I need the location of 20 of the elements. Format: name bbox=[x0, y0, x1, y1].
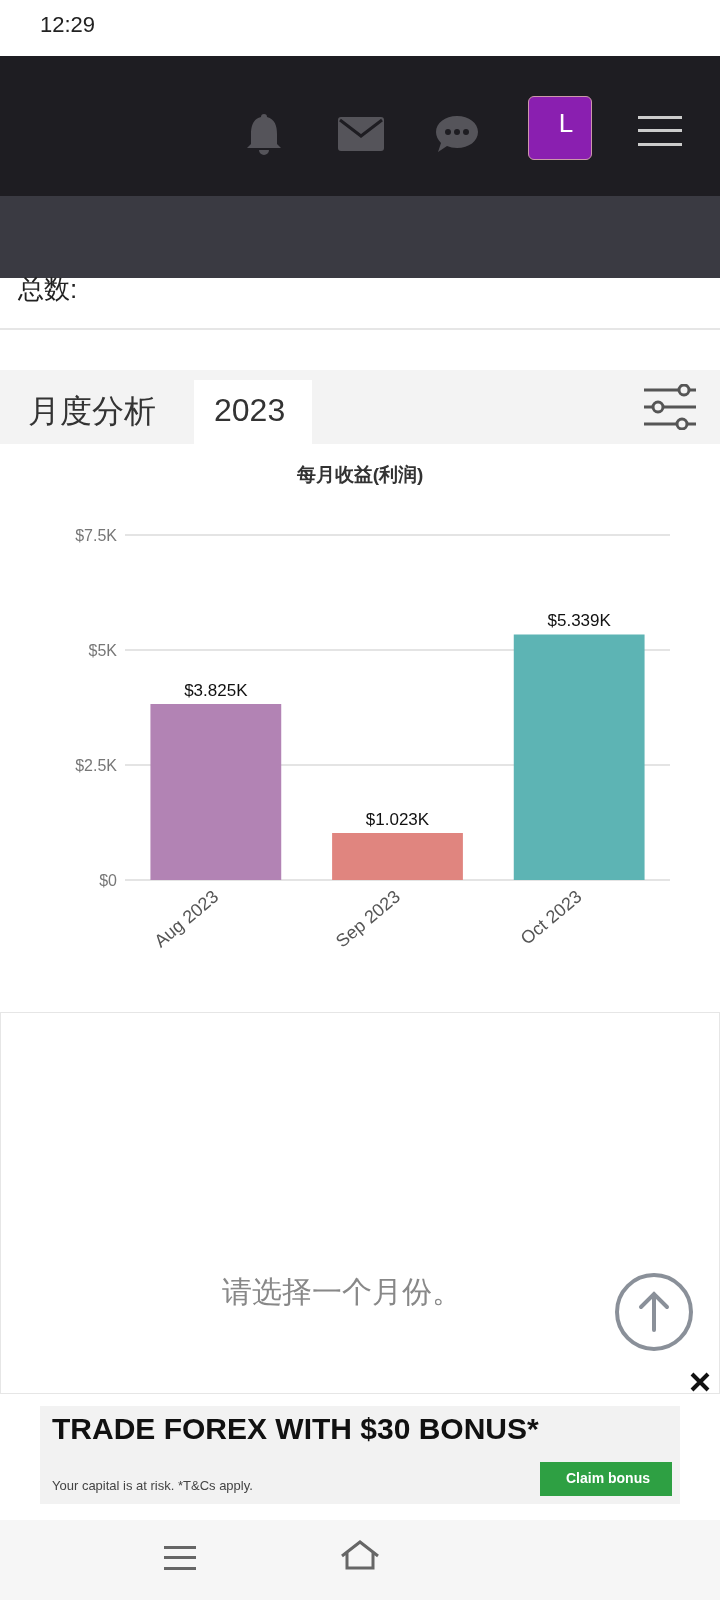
bar bbox=[332, 832, 463, 880]
text: Claim bonus bbox=[565, 1470, 651, 1486]
y-tick-label: $5K bbox=[88, 641, 118, 659]
data-label: $5.339K bbox=[547, 611, 612, 631]
y-tick-label: $2.5K bbox=[75, 756, 118, 774]
text: TRADE FOREX WITH $30 BONUS* bbox=[52, 1412, 539, 1446]
text: 请选择一个月份。 bbox=[222, 1274, 462, 1310]
data-label: $3.825K bbox=[184, 681, 249, 701]
text: 2023 bbox=[214, 392, 286, 429]
text: Your capital is at risk. *T&Cs apply. bbox=[52, 1478, 253, 1493]
y-tick-label: $0 bbox=[99, 871, 118, 889]
bar bbox=[513, 634, 645, 880]
y-tick-label: $7.5K bbox=[75, 526, 118, 544]
text: 月度分析 bbox=[28, 392, 156, 431]
bar bbox=[150, 704, 282, 880]
text: L bbox=[557, 108, 575, 139]
text: 12:29 bbox=[40, 12, 96, 38]
chart-title: 每月收益(利润) bbox=[295, 464, 424, 485]
text: 总数: bbox=[18, 273, 78, 306]
data-label: $1.023K bbox=[365, 809, 430, 829]
